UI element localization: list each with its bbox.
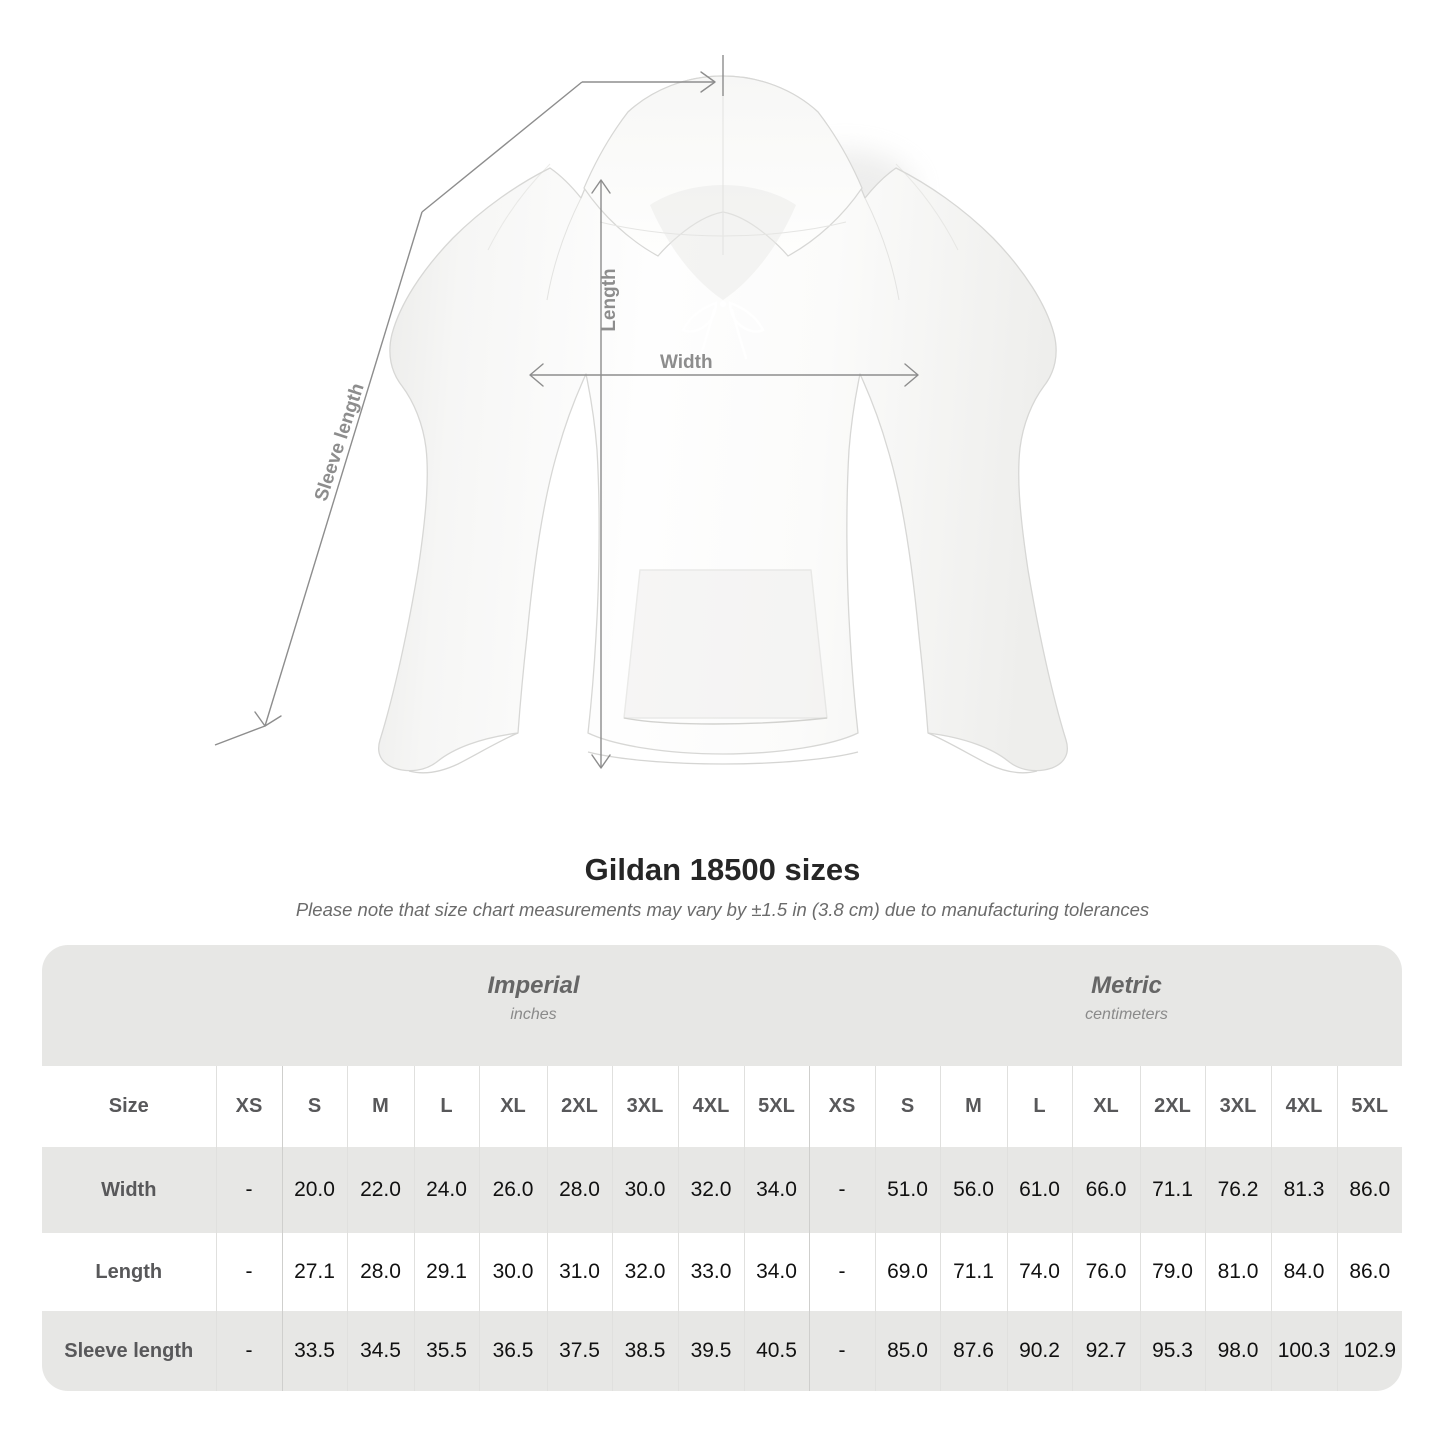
svg-text:Width: Width [660, 352, 713, 373]
svg-text:Length: Length [599, 268, 620, 331]
svg-text:Sleeve length: Sleeve length [311, 381, 369, 504]
